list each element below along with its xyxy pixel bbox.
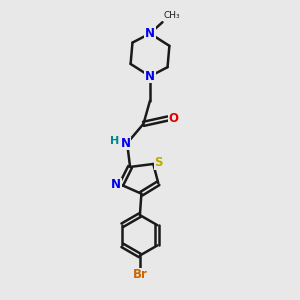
Text: Br: Br (133, 268, 147, 281)
Text: N: N (121, 137, 130, 150)
Text: CH₃: CH₃ (164, 11, 181, 20)
Text: O: O (169, 112, 179, 125)
Text: H: H (110, 136, 119, 146)
Text: S: S (154, 156, 163, 169)
Text: N: N (111, 178, 121, 191)
Text: N: N (145, 27, 155, 40)
Text: N: N (145, 70, 155, 83)
